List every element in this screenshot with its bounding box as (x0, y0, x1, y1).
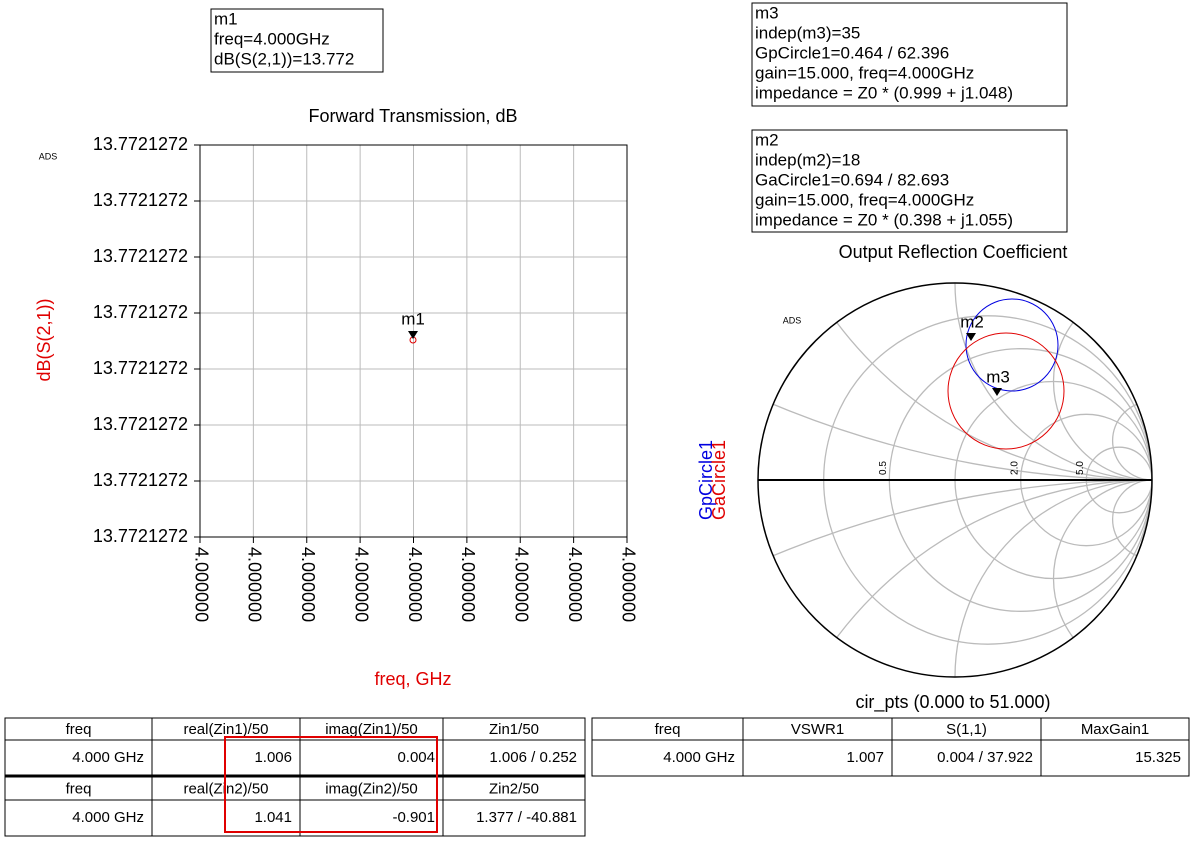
table-cell: 4.000 GHz (663, 749, 735, 766)
reactance-arc (758, 479, 1152, 677)
smith-axis-label: 2.0 (1009, 461, 1020, 475)
marker-label: m3 (986, 367, 1010, 386)
marker-triangle (408, 331, 418, 339)
marker-line: GpCircle1=0.464 / 62.396 (755, 43, 949, 62)
plot-title: Output Reflection Coefficient (839, 242, 1068, 262)
ga-circle (947, 332, 1065, 450)
x-tick-label: 4.000000 (565, 547, 585, 622)
table-cell: -0.901 (392, 809, 435, 826)
table-cell: 1.007 (846, 749, 884, 766)
marker-label: m1 (401, 309, 425, 328)
y-tick-label: 13.7721272 (93, 246, 188, 266)
smith-grid (758, 283, 1152, 677)
marker-triangle (992, 388, 1002, 396)
reactance-arc (1052, 479, 1152, 677)
logo: ADS (783, 315, 802, 325)
logo: ADS (39, 151, 58, 161)
table-frame (591, 717, 1190, 777)
plot-title: Forward Transmission, dB (308, 106, 517, 126)
table-header: S(1,1) (946, 721, 987, 738)
highlight-box (224, 736, 438, 833)
y-tick-label: 13.7721272 (93, 414, 188, 434)
table-header: freq (66, 721, 92, 738)
table-cell: 1.006 / 0.252 (489, 749, 577, 766)
marker-line: m2 (755, 130, 779, 149)
table-header: freq (655, 721, 681, 738)
table-cell: 0.004 / 37.922 (937, 749, 1033, 766)
x-tick-label: 4.000000 (245, 547, 265, 622)
table-cell: 1.041 (254, 809, 292, 826)
smith-axis-label: 0.5 (878, 461, 889, 475)
plot-subtitle: cir_pts (0.000 to 51.000) (855, 692, 1050, 713)
x-tick-label: 4.000000 (351, 547, 371, 622)
marker-line: m3 (755, 3, 779, 22)
table-cell: 1.006 (254, 749, 292, 766)
marker-line: impedance = Z0 * (0.398 + j1.055) (755, 210, 1013, 229)
marker-line: GaCircle1=0.694 / 82.693 (755, 170, 949, 189)
marker-label: m2 (960, 312, 984, 331)
x-tick-label: 4.000000 (191, 547, 211, 622)
table-header: Zin1/50 (489, 721, 539, 738)
marker-line: indep(m2)=18 (755, 150, 860, 169)
x-axis-label: freq, GHz (374, 669, 451, 689)
table-cell: 0.004 (397, 749, 435, 766)
marker-box (210, 8, 384, 73)
marker-line: gain=15.000, freq=4.000GHz (755, 190, 974, 209)
x-tick-label: 4.000000 (298, 547, 318, 622)
marker-box (751, 2, 1068, 107)
y-tick-label: 13.7721272 (93, 302, 188, 322)
marker-line: indep(m3)=35 (755, 23, 860, 42)
marker-box (751, 129, 1068, 233)
table-cell: 4.000 GHz (72, 809, 144, 826)
y-axis-label: dB(S(2,1)) (34, 298, 54, 381)
smith-axis-label: 5.0 (1075, 461, 1086, 475)
gp-circle (965, 298, 1059, 392)
table-cell: 15.325 (1135, 749, 1181, 766)
y-tick-label: 13.7721272 (93, 190, 188, 210)
table-header: imag(Zin1)/50 (325, 721, 418, 738)
marker-line: impedance = Z0 * (0.999 + j1.048) (755, 83, 1013, 102)
y-tick-label: 13.7721272 (93, 526, 188, 546)
legend-entry: GpCircle1 (696, 440, 716, 520)
table-cell: 1.377 / -40.881 (476, 809, 577, 826)
table-header: real(Zin1)/50 (183, 721, 268, 738)
table-cell: 4.000 GHz (72, 749, 144, 766)
x-tick-label: 4.000000 (512, 547, 532, 622)
table-header: imag(Zin2)/50 (325, 780, 418, 797)
table-header: MaxGain1 (1081, 721, 1149, 738)
marker-triangle (966, 333, 976, 341)
x-tick-label: 4.000000 (618, 547, 638, 622)
plot-frame (199, 144, 628, 538)
table-frame (4, 776, 586, 837)
smith-boundary (757, 282, 1153, 678)
table-header: freq (66, 780, 92, 797)
table-header: VSWR1 (791, 721, 844, 738)
reactance-arc (1052, 283, 1152, 481)
marker-line: dB(S(2,1))=13.772 (214, 49, 354, 68)
x-tick-label: 4.000000 (405, 547, 425, 622)
marker-line: gain=15.000, freq=4.000GHz (755, 63, 974, 82)
y-tick-label: 13.7721272 (93, 358, 188, 378)
marker-line: freq=4.000GHz (214, 29, 330, 48)
legend-entry: GaCircle1 (709, 440, 729, 520)
marker-line: m1 (214, 9, 238, 28)
x-tick-label: 4.000000 (458, 547, 478, 622)
y-tick-label: 13.7721272 (93, 470, 188, 490)
reactance-arc (954, 479, 1152, 677)
y-tick-label: 13.7721272 (93, 134, 188, 154)
table-header: Zin2/50 (489, 780, 539, 797)
